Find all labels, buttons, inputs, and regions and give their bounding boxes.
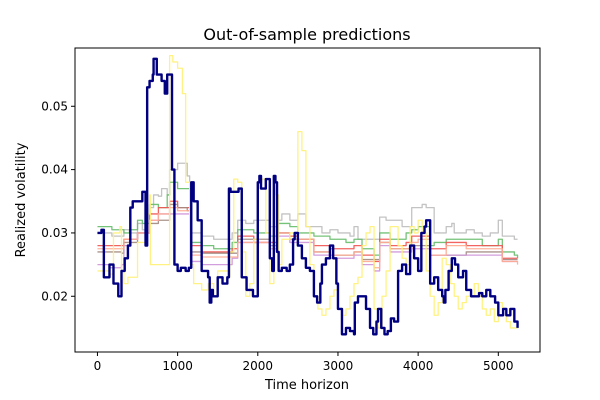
y-tick-label: 0.04	[41, 163, 68, 177]
x-tick-label: 4000	[403, 359, 434, 373]
x-axis-label: Time horizon	[264, 378, 349, 393]
series-line-7	[97, 54, 519, 329]
x-tick-label: 3000	[323, 359, 354, 373]
y-tick-label: 0.03	[41, 226, 68, 240]
x-axis-ticks: 0 1000 2000 3000 4000 5000	[94, 352, 514, 373]
x-tick-label: 2000	[243, 359, 274, 373]
chart-title: Out-of-sample predictions	[203, 25, 410, 44]
x-tick-label: 1000	[162, 359, 193, 373]
y-tick-label: 0.02	[41, 289, 68, 303]
series-layer	[97, 54, 519, 336]
x-tick-label: 0	[94, 359, 102, 373]
y-tick-label: 0.05	[41, 99, 68, 113]
y-axis-label: Realized volatility	[14, 142, 29, 257]
x-tick-label: 5000	[483, 359, 514, 373]
plot-frame	[74, 47, 541, 353]
series-line-8	[97, 57, 519, 336]
y-axis-ticks: 0.02 0.03 0.04 0.05	[41, 99, 75, 303]
series-line-1	[97, 162, 518, 240]
series-line-2	[97, 181, 519, 259]
